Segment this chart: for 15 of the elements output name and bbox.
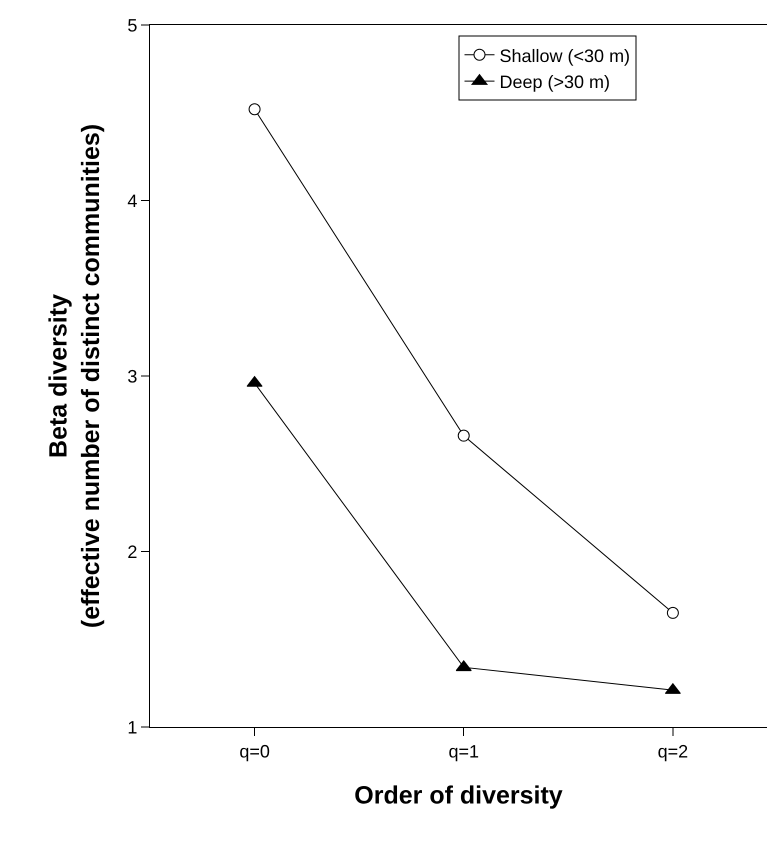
y-tick-label: 4 — [127, 190, 138, 211]
x-tick-label: q=2 — [658, 742, 688, 762]
legend-label: Shallow (<30 m) — [500, 46, 630, 66]
y-tick-label: 3 — [127, 366, 138, 386]
point — [248, 103, 261, 116]
y-axis-title: Beta diversity (effective number of distinct communities) — [44, 124, 106, 628]
point — [666, 606, 679, 619]
y-tick-label: 5 — [127, 15, 138, 36]
y-tick-label: 2 — [127, 542, 138, 562]
point — [458, 430, 470, 442]
x-tick-label: q=0 — [239, 742, 270, 762]
x-tick-label: q=1 — [448, 742, 480, 762]
x-axis-title: Order of diversity — [354, 782, 563, 810]
legend-label: Deep (>30 m) — [500, 72, 610, 92]
y-tick-label: 1 — [127, 717, 138, 738]
